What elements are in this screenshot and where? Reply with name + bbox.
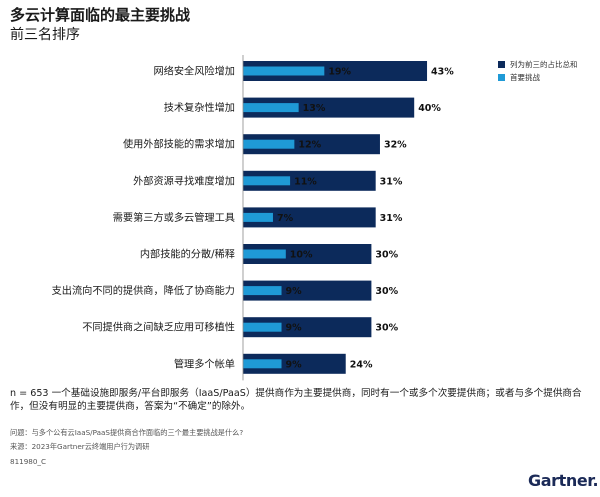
data-label-total: 32% (384, 140, 407, 151)
legend-swatch-top (498, 74, 505, 81)
bar-total (243, 97, 415, 118)
category-label: 使用外部技能的需求增加 (123, 138, 235, 151)
data-label-top-challenge: 9% (286, 359, 303, 370)
data-label-total: 24% (350, 359, 373, 370)
bar-top-challenge (243, 359, 282, 369)
category-label: 技术复杂性增加 (164, 101, 235, 114)
legend-item-top: 首要挑战 (498, 71, 578, 84)
legend-label-total: 列为前三的占比总和 (510, 60, 578, 69)
source-note: 来源：2023年Gartner云终端用户行为调研 (10, 442, 150, 451)
chart-legend: 列为前三的占比总和 首要挑战 (498, 58, 578, 84)
bar-total (243, 244, 372, 264)
category-label: 需要第三方或多云管理工具 (113, 211, 235, 224)
data-label-top-challenge: 13% (303, 103, 326, 114)
category-label: 外部资源寻找难度增加 (133, 174, 235, 187)
legend-label-top: 首要挑战 (510, 73, 540, 82)
data-label-total: 31% (380, 176, 403, 187)
bar-total (243, 61, 428, 81)
data-label-total: 30% (375, 250, 398, 261)
bar-total (243, 207, 376, 228)
bar-top-challenge (243, 103, 299, 113)
bar-top-challenge (243, 322, 282, 332)
page-title: 多云计算面临的最主要挑战 (10, 6, 191, 24)
sample-note: n = 653 一个基础设施即服务/平台即服务（IaaS/PaaS）提供商作为主… (10, 388, 582, 412)
legend-item-total: 列为前三的占比总和 (498, 58, 578, 71)
category-label: 支出流向不同的提供商，降低了协商能力 (52, 284, 235, 297)
data-label-top-challenge: 19% (328, 67, 351, 78)
data-label-top-challenge: 7% (277, 213, 294, 224)
bar-total (243, 317, 372, 338)
survey-question: 问题：与多个公有云IaaS/PaaS提供商合作面临的三个最主要挑战是什么? (10, 428, 244, 437)
page-subtitle: 前三名排序 (10, 27, 80, 43)
data-label-total: 31% (380, 213, 403, 224)
bar-total (243, 134, 380, 155)
data-label-total: 30% (375, 286, 398, 297)
data-label-total: 40% (418, 103, 441, 114)
data-label-top-challenge: 12% (298, 140, 321, 151)
gartner-logo: Gartner. (528, 471, 599, 490)
bar-total (243, 353, 346, 374)
bar-top-challenge (243, 212, 273, 222)
bar-top-challenge (243, 176, 291, 186)
data-label-top-challenge: 11% (294, 176, 317, 187)
category-label: 不同提供商之间缺乏应用可移植性 (82, 321, 235, 334)
data-label-total: 43% (431, 67, 454, 78)
document-id: 811980_C (10, 457, 47, 466)
bar-chart: 网络安全风险增加 19% 43% 技术复杂性增加 13% 40% 使用外部技能的需求增加 12… (52, 55, 454, 381)
data-label-total: 30% (375, 323, 398, 334)
legend-swatch-total (498, 61, 505, 68)
bar-top-challenge (243, 139, 295, 149)
category-label: 管理多个帐单 (174, 357, 235, 370)
bar-total (243, 280, 372, 301)
data-label-top-challenge: 9% (286, 286, 303, 297)
category-label: 网络安全风险增加 (154, 65, 236, 78)
bar-total (243, 170, 376, 191)
bar-top-challenge (243, 249, 286, 259)
category-label: 内部技能的分散/稀释 (140, 248, 235, 261)
data-label-top-challenge: 10% (290, 250, 313, 261)
data-label-top-challenge: 9% (286, 323, 303, 334)
bar-top-challenge (243, 286, 282, 296)
bar-top-challenge (243, 66, 325, 76)
